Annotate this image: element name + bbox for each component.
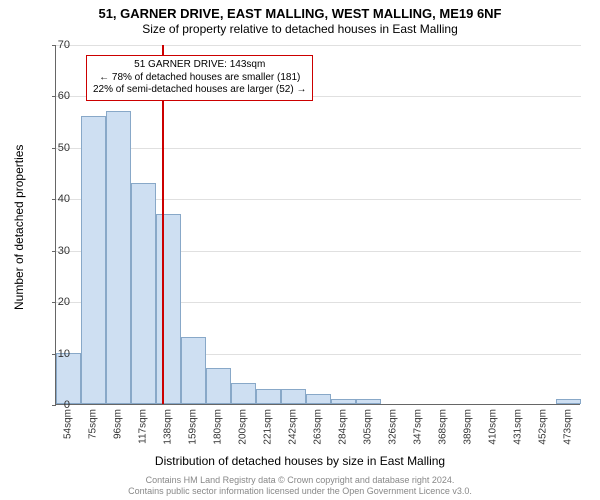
- footer-attribution: Contains HM Land Registry data © Crown c…: [0, 475, 600, 497]
- histogram-bar: [206, 368, 231, 404]
- xtick-label: 200sqm: [237, 409, 248, 445]
- histogram-bar: [256, 389, 281, 404]
- xtick-label: 54sqm: [62, 409, 73, 439]
- page-subtitle: Size of property relative to detached ho…: [0, 22, 600, 36]
- ytick-label: 10: [58, 348, 70, 360]
- histogram-bar: [556, 399, 581, 404]
- annotation-line1: 51 GARNER DRIVE: 143sqm: [93, 59, 306, 72]
- page-title: 51, GARNER DRIVE, EAST MALLING, WEST MAL…: [0, 0, 600, 21]
- footer-line1: Contains HM Land Registry data © Crown c…: [0, 475, 600, 486]
- histogram-bar: [281, 389, 306, 404]
- xtick-label: 284sqm: [337, 409, 348, 445]
- histogram-bar: [131, 183, 156, 404]
- histogram-bar: [156, 214, 181, 404]
- ytick-label: 30: [58, 245, 70, 257]
- xtick-label: 242sqm: [287, 409, 298, 445]
- xtick-label: 221sqm: [262, 409, 273, 445]
- xtick-label: 117sqm: [137, 409, 148, 444]
- chart-container: 51, GARNER DRIVE, EAST MALLING, WEST MAL…: [0, 0, 600, 500]
- xtick-label: 473sqm: [562, 409, 573, 445]
- annotation-line2: ← 78% of detached houses are smaller (18…: [93, 72, 306, 85]
- histogram-bar: [106, 111, 131, 404]
- xtick-label: 96sqm: [112, 409, 123, 439]
- gridline: [56, 148, 581, 149]
- xtick-label: 305sqm: [362, 409, 373, 445]
- x-axis-label: Distribution of detached houses by size …: [0, 454, 600, 468]
- ytick-mark: [52, 96, 56, 97]
- histogram-bar: [231, 383, 256, 404]
- xtick-label: 389sqm: [462, 409, 473, 445]
- ytick-label: 70: [58, 39, 70, 51]
- ytick-mark: [52, 405, 56, 406]
- footer-line2: Contains public sector information licen…: [0, 486, 600, 497]
- histogram-bar: [331, 399, 356, 404]
- xtick-label: 410sqm: [487, 409, 498, 445]
- xtick-label: 263sqm: [312, 409, 323, 445]
- histogram-bar: [181, 337, 206, 404]
- xtick-label: 326sqm: [387, 409, 398, 445]
- xtick-label: 159sqm: [187, 409, 198, 445]
- xtick-label: 180sqm: [212, 409, 223, 445]
- gridline: [56, 45, 581, 46]
- ytick-label: 60: [58, 90, 70, 102]
- histogram-bar: [306, 394, 331, 404]
- xtick-label: 431sqm: [512, 409, 523, 445]
- annotation-line3: 22% of semi-detached houses are larger (…: [93, 84, 306, 97]
- histogram-bar: [56, 353, 81, 404]
- plot-region: 51 GARNER DRIVE: 143sqm← 78% of detached…: [55, 45, 580, 405]
- ytick-label: 50: [58, 142, 70, 154]
- histogram-bar: [81, 116, 106, 404]
- ytick-label: 40: [58, 193, 70, 205]
- ytick-label: 20: [58, 296, 70, 308]
- chart-area: 51 GARNER DRIVE: 143sqm← 78% of detached…: [55, 45, 580, 405]
- ytick-mark: [52, 148, 56, 149]
- ytick-mark: [52, 45, 56, 46]
- ytick-mark: [52, 251, 56, 252]
- xtick-label: 452sqm: [537, 409, 548, 445]
- ytick-mark: [52, 199, 56, 200]
- histogram-bar: [356, 399, 381, 404]
- xtick-label: 138sqm: [162, 409, 173, 445]
- ytick-mark: [52, 302, 56, 303]
- annotation-box: 51 GARNER DRIVE: 143sqm← 78% of detached…: [86, 55, 313, 101]
- xtick-label: 347sqm: [412, 409, 423, 445]
- xtick-label: 368sqm: [437, 409, 448, 445]
- y-axis-label: Number of detached properties: [12, 145, 26, 310]
- xtick-label: 75sqm: [87, 409, 98, 439]
